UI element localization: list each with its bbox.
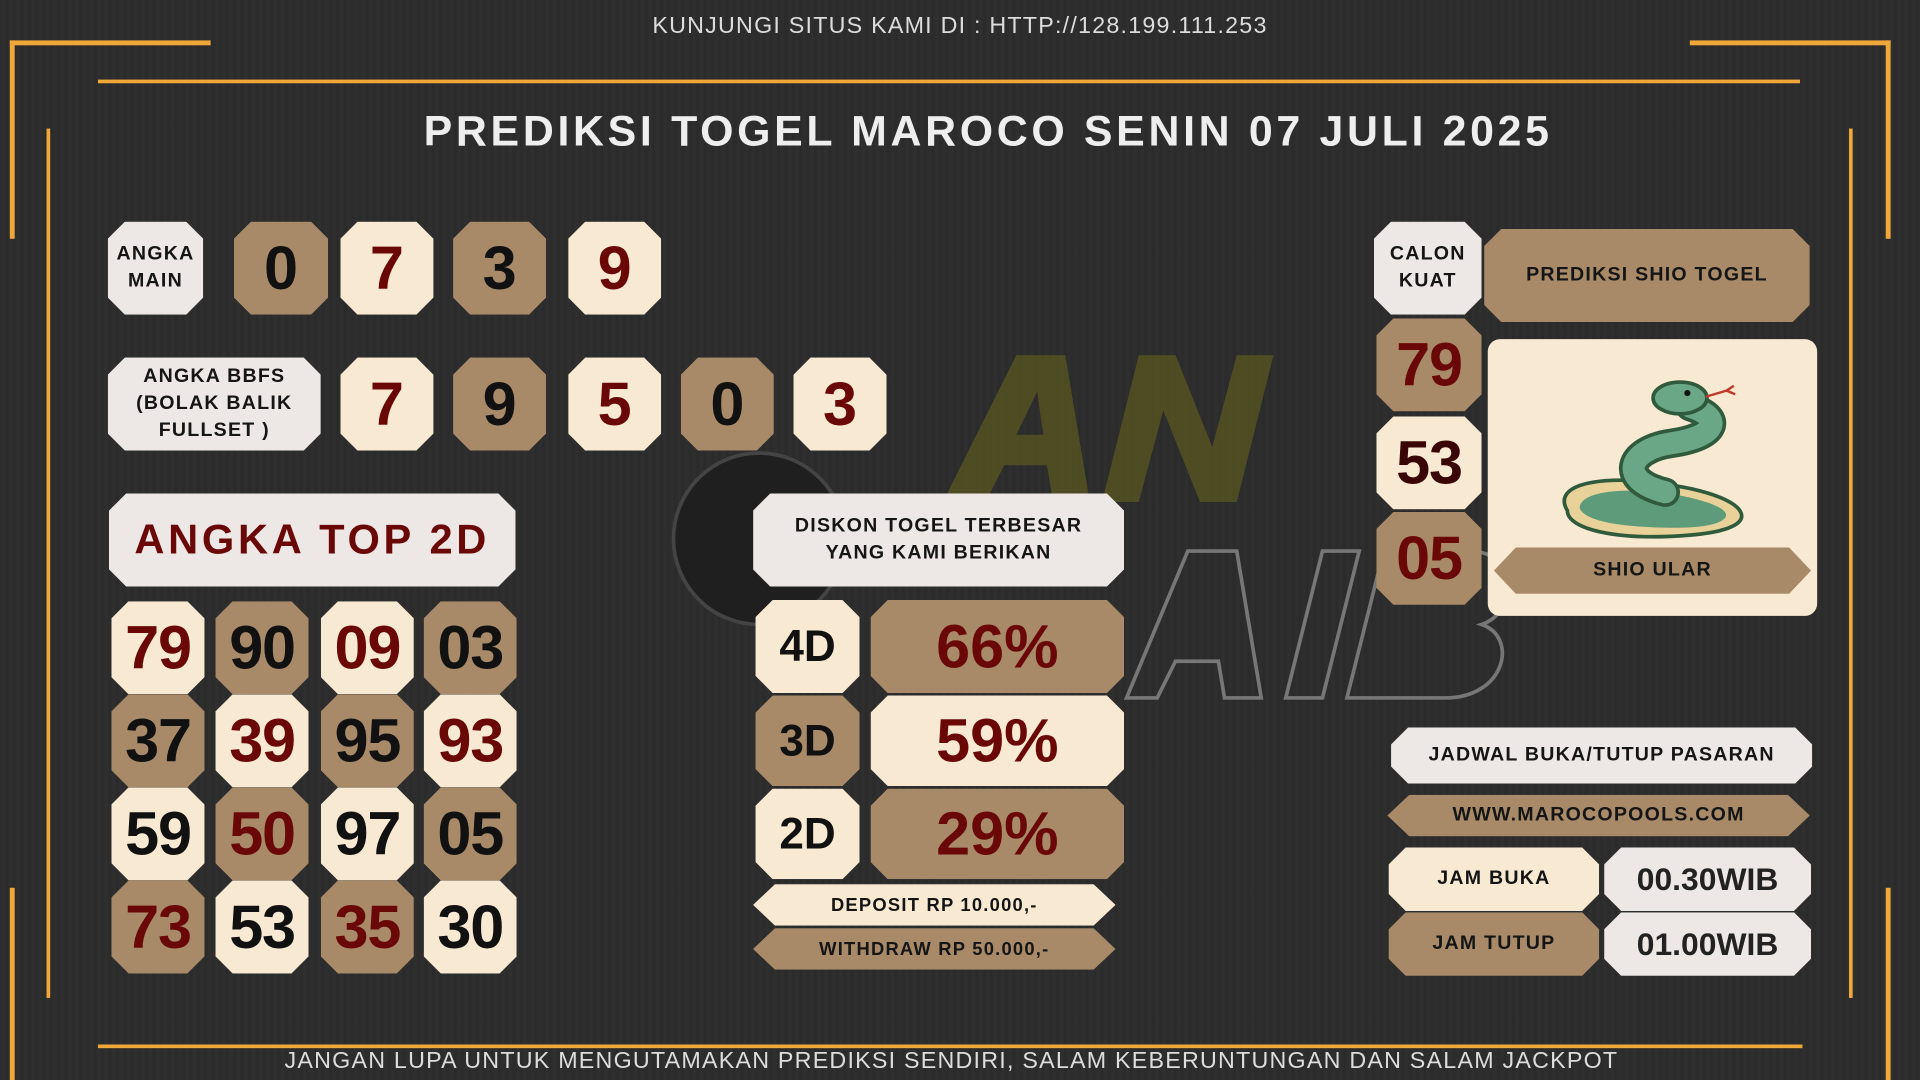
frame-line [97,79,1801,84]
diskon-value: 66% [871,600,1124,693]
frame-line [9,887,15,1080]
snake-icon [1562,380,1744,539]
shio-name: SHIO ULAR [1494,547,1811,594]
bbfs-label-text: ANGKA BBFS (BOLAK BALIK FULLSET ) [136,366,293,441]
top-2d-number: 09 [321,601,414,694]
top-2d-number: 97 [321,787,414,880]
calon-kuat-number: 05 [1376,512,1481,605]
website-link[interactable]: WWW.MAROCOPOOLS.COM [1387,795,1809,837]
footer-text: JANGAN LUPA UNTUK MENGUTAMAKAN PREDIKSI … [284,1048,1619,1074]
diskon-type: 3D [756,696,860,787]
top-2d-number: 79 [111,601,204,694]
diskon-header: DISKON TOGEL TERBESAR YANG KAMI BERIKAN [753,493,1124,586]
top-2d-number: 39 [216,694,309,787]
page-title: PREDIKSI TOGEL MAROCO SENIN 07 JULI 2025 [423,107,1553,156]
top-2d-label: ANGKA TOP 2D [109,493,516,586]
jam-tutup-value: 01.00WIB [1604,912,1811,976]
calon-kuat-label: CALON KUAT [1374,222,1482,315]
bbfs-digit: 9 [453,358,546,451]
jam-buka-value: 00.30WIB [1604,847,1811,911]
calon-kuat-number: 53 [1376,416,1481,509]
jam-tutup-label: JAM TUTUP [1389,912,1600,976]
frame-line [46,128,51,998]
deposit-info: DEPOSIT RP 10.000,- [753,884,1115,926]
frame-line [1689,40,1891,46]
frame-line [1885,887,1891,1080]
bbfs-digit: 0 [681,358,774,451]
top-2d-number: 53 [216,880,309,973]
diskon-header-text: DISKON TOGEL TERBESAR YANG KAMI BERIKAN [794,515,1083,564]
diskon-type: 2D [756,789,860,880]
top-2d-number: 50 [216,787,309,880]
top-2d-number: 90 [216,601,309,694]
frame-line [1848,128,1853,998]
frame-line [9,40,15,239]
diskon-type: 4D [756,600,860,693]
top-2d-number: 59 [111,787,204,880]
top-2d-number: 03 [424,601,517,694]
bbfs-digit: 7 [340,358,433,451]
top-2d-number: 73 [111,880,204,973]
frame-line [97,1044,1803,1049]
top-2d-number: 05 [424,787,517,880]
bbfs-digit: 5 [568,358,661,451]
angka-main-label-text: ANGKA MAIN [116,243,195,292]
diskon-value: 29% [871,789,1124,880]
top-2d-number: 35 [321,880,414,973]
angka-main-digit: 0 [234,222,328,315]
top-2d-number: 93 [424,694,517,787]
top-2d-number: 95 [321,694,414,787]
withdraw-info: WITHDRAW RP 50.000,- [753,928,1115,970]
visit-site-text: KUNJUNGI SITUS KAMI DI : HTTP://128.199.… [652,13,1268,40]
frame-line [9,40,211,46]
top-2d-number: 30 [424,880,517,973]
frame-line [1885,40,1891,239]
angka-main-digit: 7 [340,222,433,315]
shio-header: PREDIKSI SHIO TOGEL [1484,229,1810,322]
jam-buka-label: JAM BUKA [1389,847,1600,911]
angka-main-digit: 3 [453,222,546,315]
calon-kuat-label-text: CALON KUAT [1389,243,1466,292]
bbfs-digit: 3 [793,358,886,451]
shio-card: SHIO ULAR [1487,339,1818,616]
angka-main-label: ANGKA MAIN [108,222,204,315]
angka-main-digit: 9 [568,222,661,315]
diskon-value: 59% [871,696,1124,787]
calon-kuat-number: 79 [1376,318,1481,411]
jadwal-header: JADWAL BUKA/TUTUP PASARAN [1391,727,1812,783]
bbfs-label: ANGKA BBFS (BOLAK BALIK FULLSET ) [108,358,321,451]
top-2d-number: 37 [111,694,204,787]
